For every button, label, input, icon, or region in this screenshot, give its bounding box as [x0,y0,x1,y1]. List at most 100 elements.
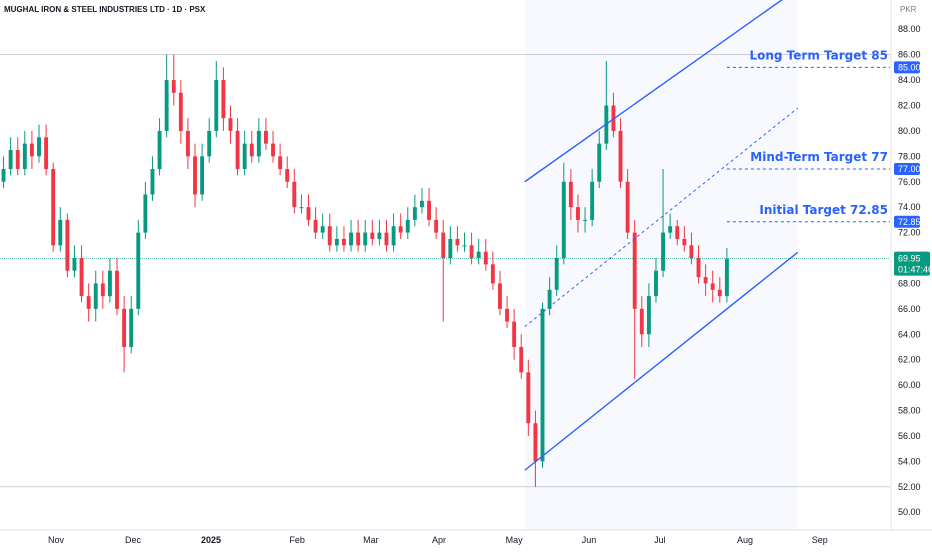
price-badge-label: 72.85 [898,217,921,227]
y-tick-label: 64.00 [898,329,921,339]
y-tick-label: 86.00 [898,50,921,60]
last-price-badge [894,251,930,276]
candle-body [668,226,673,233]
price-badge [894,215,920,228]
candle-body [185,130,190,157]
x-tick-label: 2025 [201,535,221,545]
candle-body [207,130,212,157]
candle-body [476,251,481,259]
candle-body [661,232,666,271]
candle-body [171,80,176,93]
candle-body [483,251,488,265]
candle-body [164,80,169,131]
candle-body [100,283,105,297]
y-tick-label: 56.00 [898,431,921,441]
price-badge-label: 85.00 [898,62,921,72]
candle-body [696,258,701,278]
last-price-label: 69.95 [898,254,921,264]
candle-body [37,137,41,157]
y-tick-label: 62.00 [898,355,921,365]
candle-body [632,232,637,309]
x-tick-label: Jun [582,535,597,545]
candle-body [22,143,27,170]
candle-body [576,207,580,220]
y-tick-label: 52.00 [898,482,921,492]
y-tick-label: 72.00 [898,228,921,238]
candle-body [327,226,332,246]
candle-body [654,270,658,297]
y-tick-label: 84.00 [898,75,921,85]
candle-body [505,308,510,322]
candle-body [44,137,49,170]
candle-body [235,130,240,170]
candle-body [29,143,34,157]
candle-body [710,283,715,290]
candle-body [519,346,524,373]
candle-body [639,308,644,335]
candle-body [455,238,460,246]
candle-body [86,296,91,309]
candle-body [200,156,205,195]
price-badge-label: 77.00 [898,164,921,174]
candle-body [533,423,538,462]
candle-body [363,232,368,246]
candle-body [249,143,254,157]
y-tick-label: 76.00 [898,177,921,187]
price-badge [894,61,920,74]
candle-body [689,245,694,259]
candle-body [469,245,474,259]
candle-body [618,130,623,182]
candle-body [441,232,446,259]
candle-body [490,264,495,284]
x-tick-label: Feb [289,535,305,545]
candle-body [398,226,403,233]
y-tick-label: 68.00 [898,278,921,288]
candle-body [682,238,687,246]
candle-body [242,143,247,170]
candle-body [271,143,275,157]
candle-body [334,238,339,246]
candle-body [462,245,467,247]
candle-body [590,181,595,220]
candle-body [405,219,410,233]
candle-body [568,181,573,208]
candle-body [412,207,417,220]
x-tick-label: Mar [363,535,379,545]
candle-body [583,219,588,221]
candle-body [115,270,119,309]
candle-body [554,258,559,290]
candle-body [285,169,290,182]
candle-body [646,296,651,335]
y-tick-label: 78.00 [898,151,921,161]
candle-body [420,200,424,208]
y-tick-label: 88.00 [898,24,921,34]
candle-body [377,232,382,239]
candle-body [193,156,197,195]
candle-body [143,194,148,233]
x-tick-label: Sep [812,535,828,545]
candle-body [122,308,127,347]
candle-body [547,289,552,309]
candle-body [178,92,183,131]
candle-body [136,232,141,309]
x-tick-label: May [506,535,524,545]
candle-body [299,207,304,209]
candle-body [65,219,70,271]
candle-body [356,232,361,246]
candle-body [370,232,375,239]
candle-body [625,181,630,233]
y-tick-label: 50.00 [898,507,921,517]
candle-body [512,321,517,347]
currency: PKR [900,5,917,14]
target-text: Mind-Term Target 77 [750,150,888,164]
candle-body [349,232,353,246]
candle-body [391,226,396,246]
y-tick-label: 60.00 [898,380,921,390]
y-tick-label: 58.00 [898,406,921,416]
chart-title: MUGHAL IRON & STEEL INDUSTRIES LTD · 1D … [4,5,206,14]
candle-body [526,372,531,424]
candle-body [597,143,602,182]
price-badge [894,163,920,176]
target-text: Initial Target 72.85 [759,203,888,217]
